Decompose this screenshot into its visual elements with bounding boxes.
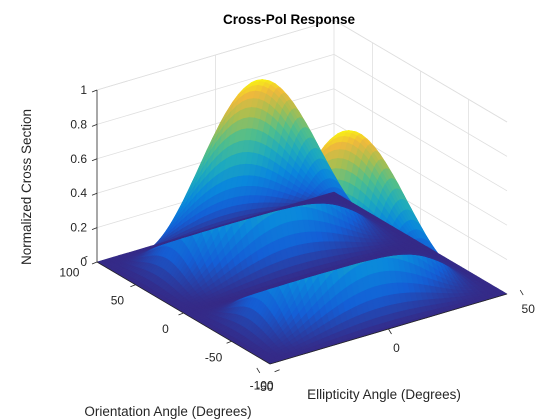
y-tick-mark	[274, 369, 280, 373]
z-tick-mark	[91, 261, 98, 265]
z-tick-label: 0.2	[70, 221, 87, 235]
x-axis-label: Ellipticity Angle (Degrees)	[307, 387, 461, 402]
z-tick-label: 0	[80, 255, 87, 269]
y-axis-label: Orientation Angle (Degrees)	[84, 404, 251, 419]
x-tick-label: -50	[256, 380, 274, 394]
z-tick-label: 1	[80, 83, 87, 97]
z-tick-label: 0.6	[70, 152, 87, 166]
y-tick-label: 100	[59, 265, 79, 279]
y-tick-mark	[178, 312, 184, 316]
y-tick-mark	[82, 255, 88, 259]
x-tick-mark	[388, 328, 392, 335]
z-tick-mark	[91, 124, 98, 127]
y-tick-label: 50	[111, 294, 125, 308]
x-tick-mark	[256, 367, 261, 374]
chart-title: Cross-Pol Response	[223, 12, 356, 27]
y-tick-mark	[226, 340, 232, 344]
box-edge	[333, 19, 508, 123]
y-tick-mark	[130, 284, 136, 288]
z-axis-label: Normalized Cross Section	[19, 109, 34, 265]
surface-layer	[96, 79, 508, 365]
y-tick-label: -100	[250, 379, 274, 393]
x-tick-mark	[519, 289, 524, 296]
surface-patch	[328, 191, 337, 196]
x-tick-label: 50	[522, 302, 536, 316]
z-tick-mark	[91, 192, 98, 196]
z-tick-label: 0.4	[70, 186, 87, 200]
z-tick-mark	[91, 227, 98, 230]
x-tick-label: 0	[393, 341, 400, 355]
z-tick-mark	[91, 89, 98, 93]
z-tick-mark	[91, 158, 98, 162]
box-edge	[96, 19, 335, 91]
y-tick-label: -50	[205, 350, 223, 364]
y-tick-label: 0	[162, 322, 169, 336]
z-tick-label: 0.8	[70, 117, 87, 131]
